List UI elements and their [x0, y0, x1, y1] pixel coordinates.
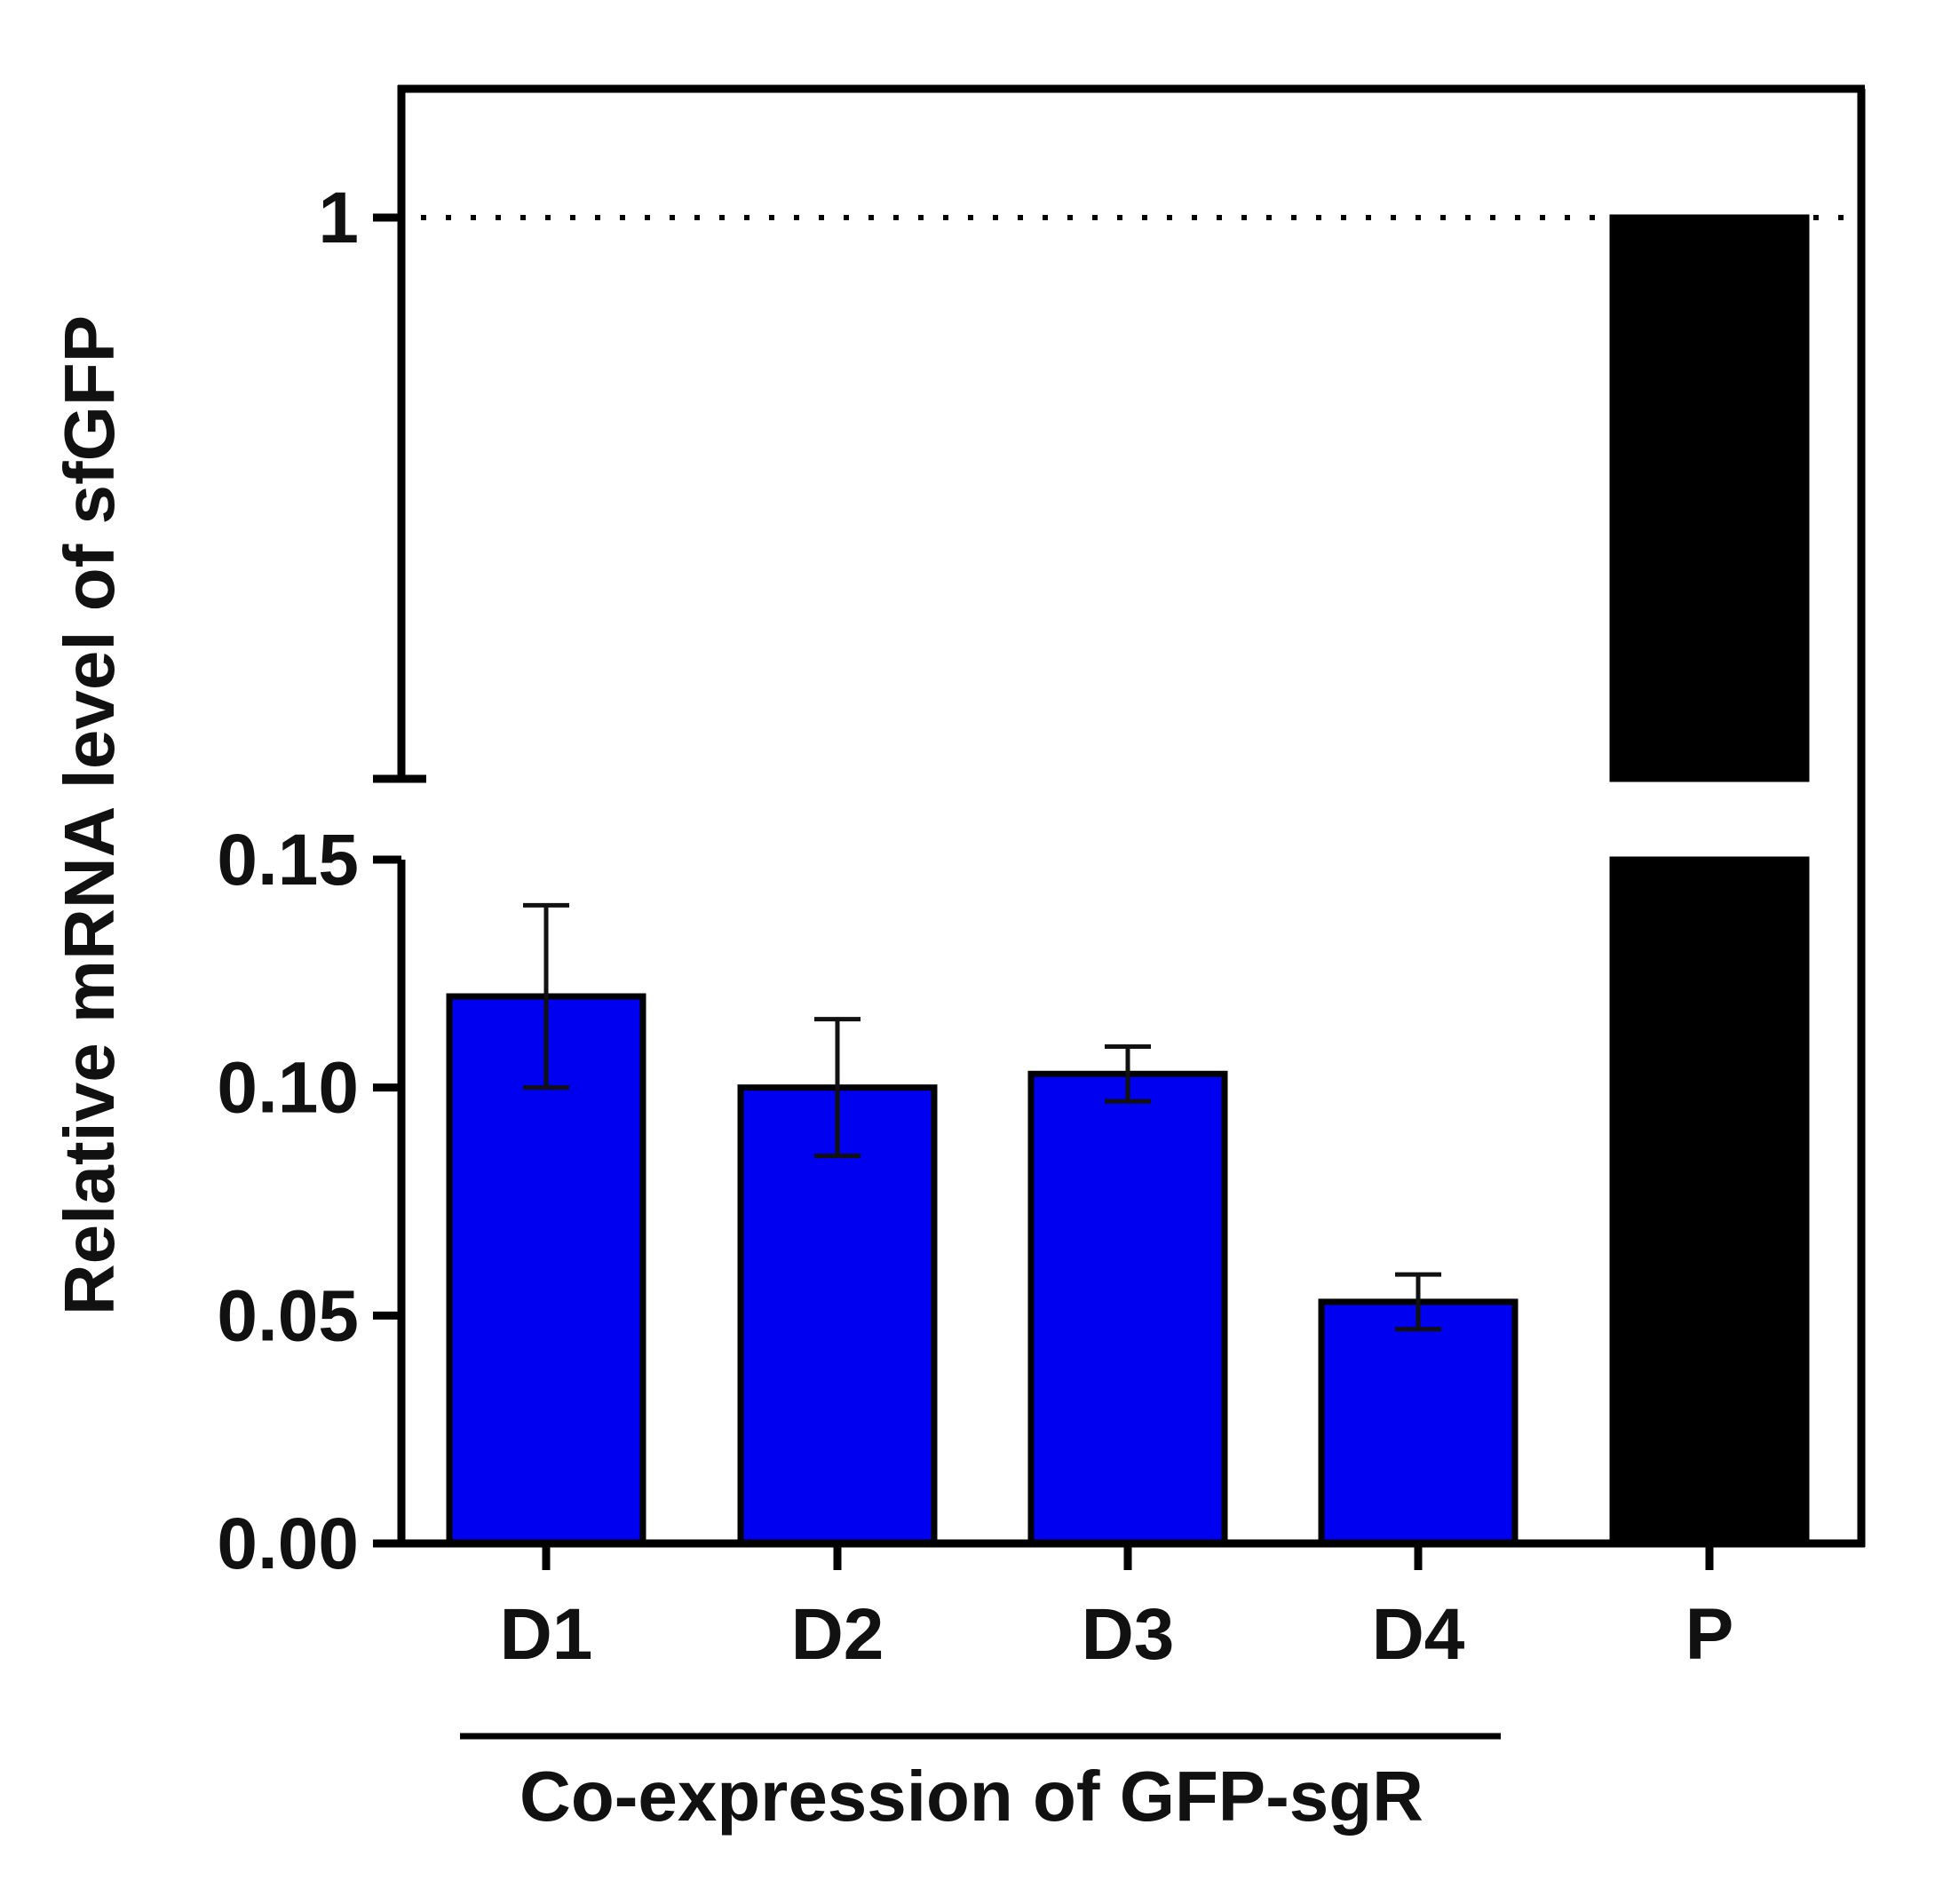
bar-p-lower [1609, 856, 1810, 1547]
bars-group [446, 214, 1810, 1547]
axes-group [373, 84, 1866, 1740]
bar-d2 [737, 1084, 938, 1547]
bar-d4 [1318, 1298, 1519, 1547]
bar-d3 [1027, 1070, 1228, 1547]
y-tick-label-0-10: 0.10 [217, 1048, 359, 1129]
x-tick-label-d1: D1 [500, 1594, 593, 1675]
bar-p-upper [1609, 214, 1810, 782]
x-axis-title: Co-expression of GFP-sgR [519, 1757, 1424, 1836]
labels-group: D1 D2 D3 D4 P 0.00 0.05 0.10 0.15 1 [217, 178, 1733, 1675]
x-tick-label-p: P [1685, 1594, 1734, 1675]
error-bars-group [523, 902, 1441, 1332]
x-tick-label-d2: D2 [791, 1594, 884, 1675]
y-tick-label-upper-1: 1 [318, 178, 359, 258]
y-axis-title: Relative mRNA level of sfGFP [50, 315, 129, 1315]
y-tick-label-0-15: 0.15 [217, 820, 359, 900]
y-tick-label-0-00: 0.00 [217, 1503, 359, 1584]
x-tick-label-d4: D4 [1372, 1594, 1465, 1675]
y-tick-label-0-05: 0.05 [217, 1275, 359, 1356]
x-tick-label-d3: D3 [1082, 1594, 1175, 1675]
